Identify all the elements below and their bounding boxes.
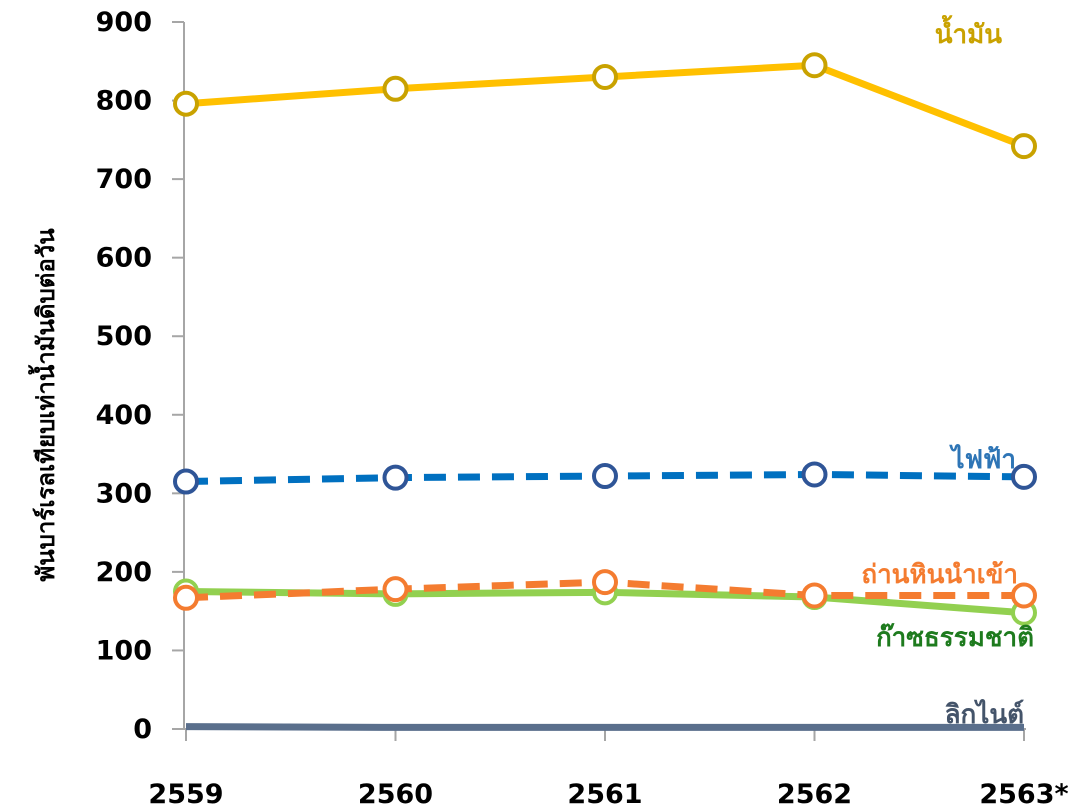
y-tick-label: 900 bbox=[96, 7, 152, 38]
data-point bbox=[801, 582, 828, 609]
data-point bbox=[173, 90, 199, 117]
series-label: ก๊าซธรรมชาติ bbox=[876, 623, 1034, 653]
data-point bbox=[1011, 582, 1037, 609]
y-tick-label: 0 bbox=[133, 714, 152, 745]
x-axis-ticks: 2559 2560 2561 2562 2563* bbox=[148, 729, 1069, 810]
x-tick-label: 2560 bbox=[358, 779, 433, 810]
data-point bbox=[592, 63, 618, 90]
x-tick-label: 2559 bbox=[148, 779, 223, 810]
series-labels: น้ำมันไฟฟ้าถ่านหินนำเข้าก๊าซธรรมชาติลิกไ… bbox=[861, 14, 1034, 730]
data-point bbox=[382, 464, 409, 491]
y-axis-label: พันบาร์เรลเทียบเท่าน้ำมันดิบต่อวัน bbox=[27, 228, 60, 582]
series-line bbox=[185, 723, 1024, 731]
y-tick-label: 400 bbox=[96, 400, 152, 431]
y-tick-label: 200 bbox=[96, 557, 152, 588]
series-label: ลิกไนต์ bbox=[945, 698, 1024, 730]
y-tick-label: 100 bbox=[96, 635, 152, 666]
series-4 bbox=[185, 723, 1024, 731]
y-tick-label: 500 bbox=[96, 321, 152, 352]
y-tick-label: 700 bbox=[96, 164, 152, 195]
series-label: ถ่านหินนำเข้า bbox=[861, 560, 1018, 590]
data-point bbox=[173, 584, 199, 611]
data-point bbox=[173, 468, 199, 495]
data-point bbox=[382, 75, 409, 102]
x-tick-label: 2563* bbox=[979, 779, 1068, 810]
x-tick-label: 2561 bbox=[567, 779, 642, 810]
y-tick-label: 600 bbox=[96, 243, 152, 274]
x-tick-label: 2562 bbox=[777, 779, 852, 810]
y-tick-label: 300 bbox=[96, 478, 152, 509]
data-point bbox=[801, 461, 828, 488]
data-point bbox=[592, 463, 618, 490]
y-tick-label: 800 bbox=[96, 86, 152, 117]
data-point bbox=[1011, 133, 1037, 160]
data-point bbox=[592, 569, 618, 596]
series-lines bbox=[173, 52, 1037, 731]
data-point bbox=[382, 576, 409, 603]
data-point bbox=[1011, 463, 1037, 490]
series-0 bbox=[173, 52, 1037, 160]
y-axis-ticks: 0 100 200 300 400 500 600 700 800 900 bbox=[96, 7, 184, 745]
series-2 bbox=[173, 569, 1037, 611]
data-point bbox=[801, 52, 828, 79]
series-1 bbox=[173, 461, 1037, 495]
series-label: น้ำมัน bbox=[935, 14, 1003, 50]
series-label: ไฟฟ้า bbox=[949, 443, 1017, 475]
